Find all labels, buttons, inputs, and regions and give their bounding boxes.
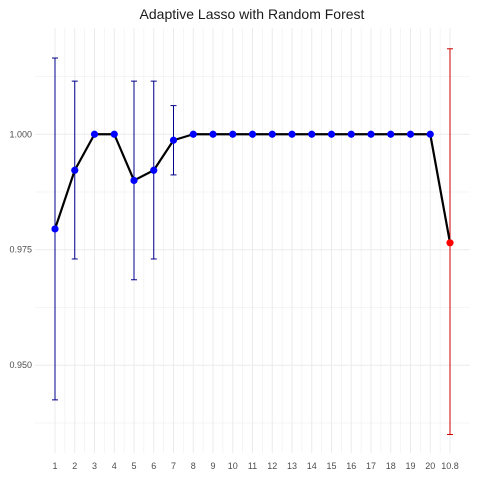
x-tick-label: 17: [366, 461, 376, 471]
data-points: [51, 130, 454, 247]
x-tick-label: 15: [326, 461, 336, 471]
y-axis-ticks: 0.950 0.975 1.000: [9, 129, 32, 370]
x-tick-label: 7: [171, 461, 176, 471]
data-point-5: [130, 176, 138, 185]
x-tick-label: 13: [287, 461, 297, 471]
gridlines: [35, 28, 470, 453]
data-point-3: [90, 130, 99, 138]
x-tick-label: 19: [405, 461, 415, 471]
x-tick-label: 5: [131, 461, 136, 471]
data-point-18: [387, 130, 395, 138]
data-point-17: [367, 130, 375, 138]
y-tick-label: 0.950: [9, 360, 32, 370]
data-point-1: [51, 225, 59, 233]
x-tick-label: 16: [346, 461, 356, 471]
data-point-14: [308, 130, 316, 138]
data-point-8: [189, 130, 197, 138]
x-tick-label: 4: [112, 461, 117, 471]
data-point-7: [169, 136, 178, 144]
x-tick-label: 10: [228, 461, 238, 471]
x-axis-ticks: 1 2 3 4 5 6 7 8 9 10 11 12 13 14 15 16 17 18 19 20 10.8: [52, 461, 458, 471]
data-point-20: [426, 130, 434, 138]
y-tick-label: 0.975: [9, 245, 32, 255]
data-point-21: [446, 239, 454, 247]
x-tick-label: 8: [191, 461, 196, 471]
x-tick-label: 14: [307, 461, 317, 471]
data-point-12: [268, 130, 276, 138]
x-tick-label: 2: [72, 461, 77, 471]
data-point-16: [347, 130, 355, 138]
x-tick-label: 6: [151, 461, 156, 471]
x-tick-label: 3: [92, 461, 97, 471]
x-tick-label: 9: [210, 461, 215, 471]
data-point-2: [71, 166, 79, 174]
x-tick-label: 20: [425, 461, 435, 471]
data-point-13: [288, 130, 296, 138]
x-tick-label: 12: [267, 461, 277, 471]
x-tick-label: 1: [52, 461, 57, 471]
data-point-11: [248, 130, 257, 138]
x-tick-label: 18: [386, 461, 396, 471]
data-point-9: [209, 130, 217, 138]
data-point-19: [406, 130, 415, 138]
data-point-4: [110, 130, 118, 138]
data-point-15: [327, 130, 336, 138]
chart-title: Adaptive Lasso with Random Forest: [140, 6, 365, 22]
x-tick-label: 11: [248, 461, 257, 471]
y-tick-label: 1.000: [9, 129, 32, 139]
data-point-6: [150, 166, 158, 174]
data-point-10: [229, 130, 237, 138]
x-tick-label: 10.8: [441, 461, 459, 471]
